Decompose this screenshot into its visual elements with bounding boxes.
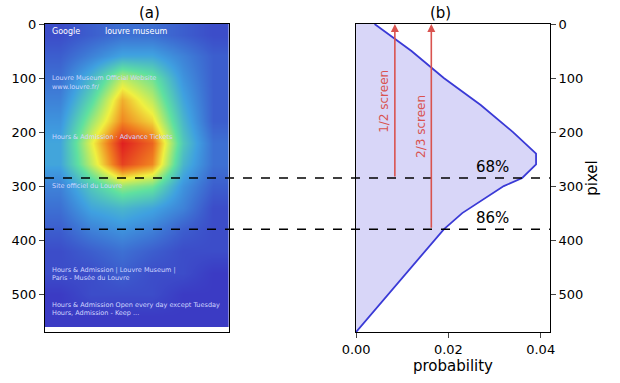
svg-text:Hours & Admission · Advance Ti: Hours & Admission · Advance Tickets bbox=[52, 133, 173, 141]
svg-text:pixel: pixel bbox=[583, 160, 601, 196]
svg-text:Hours, Admission - Keep ...: Hours, Admission - Keep ... bbox=[52, 309, 139, 317]
svg-text:www.louvre.fr/: www.louvre.fr/ bbox=[52, 83, 100, 91]
svg-text:0: 0 bbox=[559, 17, 567, 32]
svg-text:0: 0 bbox=[28, 17, 36, 32]
svg-text:100: 100 bbox=[12, 71, 37, 86]
svg-text:0.00: 0.00 bbox=[342, 342, 371, 357]
svg-text:Louvre Museum Official Website: Louvre Museum Official Website bbox=[52, 74, 156, 82]
svg-text:86%: 86% bbox=[476, 209, 509, 227]
svg-text:(b): (b) bbox=[430, 4, 451, 22]
svg-text:2/3 screen: 2/3 screen bbox=[414, 95, 428, 158]
svg-text:300: 300 bbox=[12, 179, 37, 194]
svg-text:300: 300 bbox=[559, 179, 584, 194]
svg-text:1/2 screen: 1/2 screen bbox=[377, 70, 391, 133]
svg-text:100: 100 bbox=[559, 71, 584, 86]
svg-text:0.02: 0.02 bbox=[434, 342, 463, 357]
svg-text:Hours & Admission | Louvre Mus: Hours & Admission | Louvre Museum | bbox=[52, 266, 176, 274]
svg-text:400: 400 bbox=[559, 233, 584, 248]
svg-text:68%: 68% bbox=[476, 158, 509, 176]
svg-text:probability: probability bbox=[413, 357, 493, 375]
svg-text:500: 500 bbox=[12, 287, 37, 302]
svg-text:500: 500 bbox=[559, 287, 584, 302]
svg-text:Hours & Admission Open every d: Hours & Admission Open every day except … bbox=[52, 301, 220, 309]
svg-text:Google: Google bbox=[52, 27, 80, 36]
svg-text:200: 200 bbox=[12, 125, 37, 140]
svg-text:louvre museum: louvre museum bbox=[105, 27, 168, 36]
svg-text:0.04: 0.04 bbox=[526, 342, 555, 357]
svg-text:(a): (a) bbox=[139, 4, 160, 22]
svg-text:400: 400 bbox=[12, 233, 37, 248]
svg-text:Paris - Musée du Louvre: Paris - Musée du Louvre bbox=[52, 274, 129, 282]
svg-text:Site officiel du Louvre: Site officiel du Louvre bbox=[52, 182, 122, 190]
svg-text:200: 200 bbox=[559, 125, 584, 140]
